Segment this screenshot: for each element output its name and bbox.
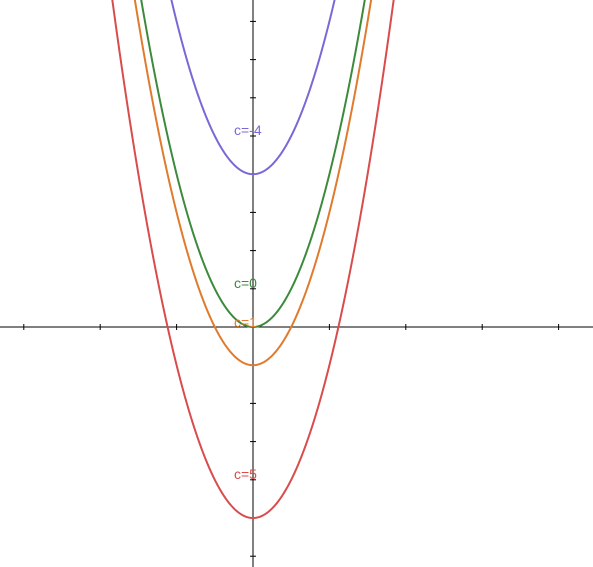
curve-label: c=0 (234, 275, 257, 291)
curve-c-0 (140, 0, 366, 329)
curve-labels: c=-4 c=0 c=1 c=5 (234, 122, 262, 482)
curve-label: c=5 (234, 466, 257, 482)
curve-c-1 (133, 0, 373, 367)
curve-label: c=-4 (234, 122, 262, 138)
curve-label: c=1 (234, 314, 257, 330)
curves (111, 0, 395, 520)
curve-c--4 (170, 0, 336, 176)
curve-c-5 (111, 0, 395, 520)
